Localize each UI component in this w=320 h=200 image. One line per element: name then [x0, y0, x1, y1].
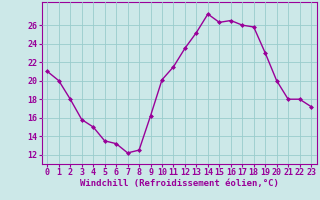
X-axis label: Windchill (Refroidissement éolien,°C): Windchill (Refroidissement éolien,°C) — [80, 179, 279, 188]
